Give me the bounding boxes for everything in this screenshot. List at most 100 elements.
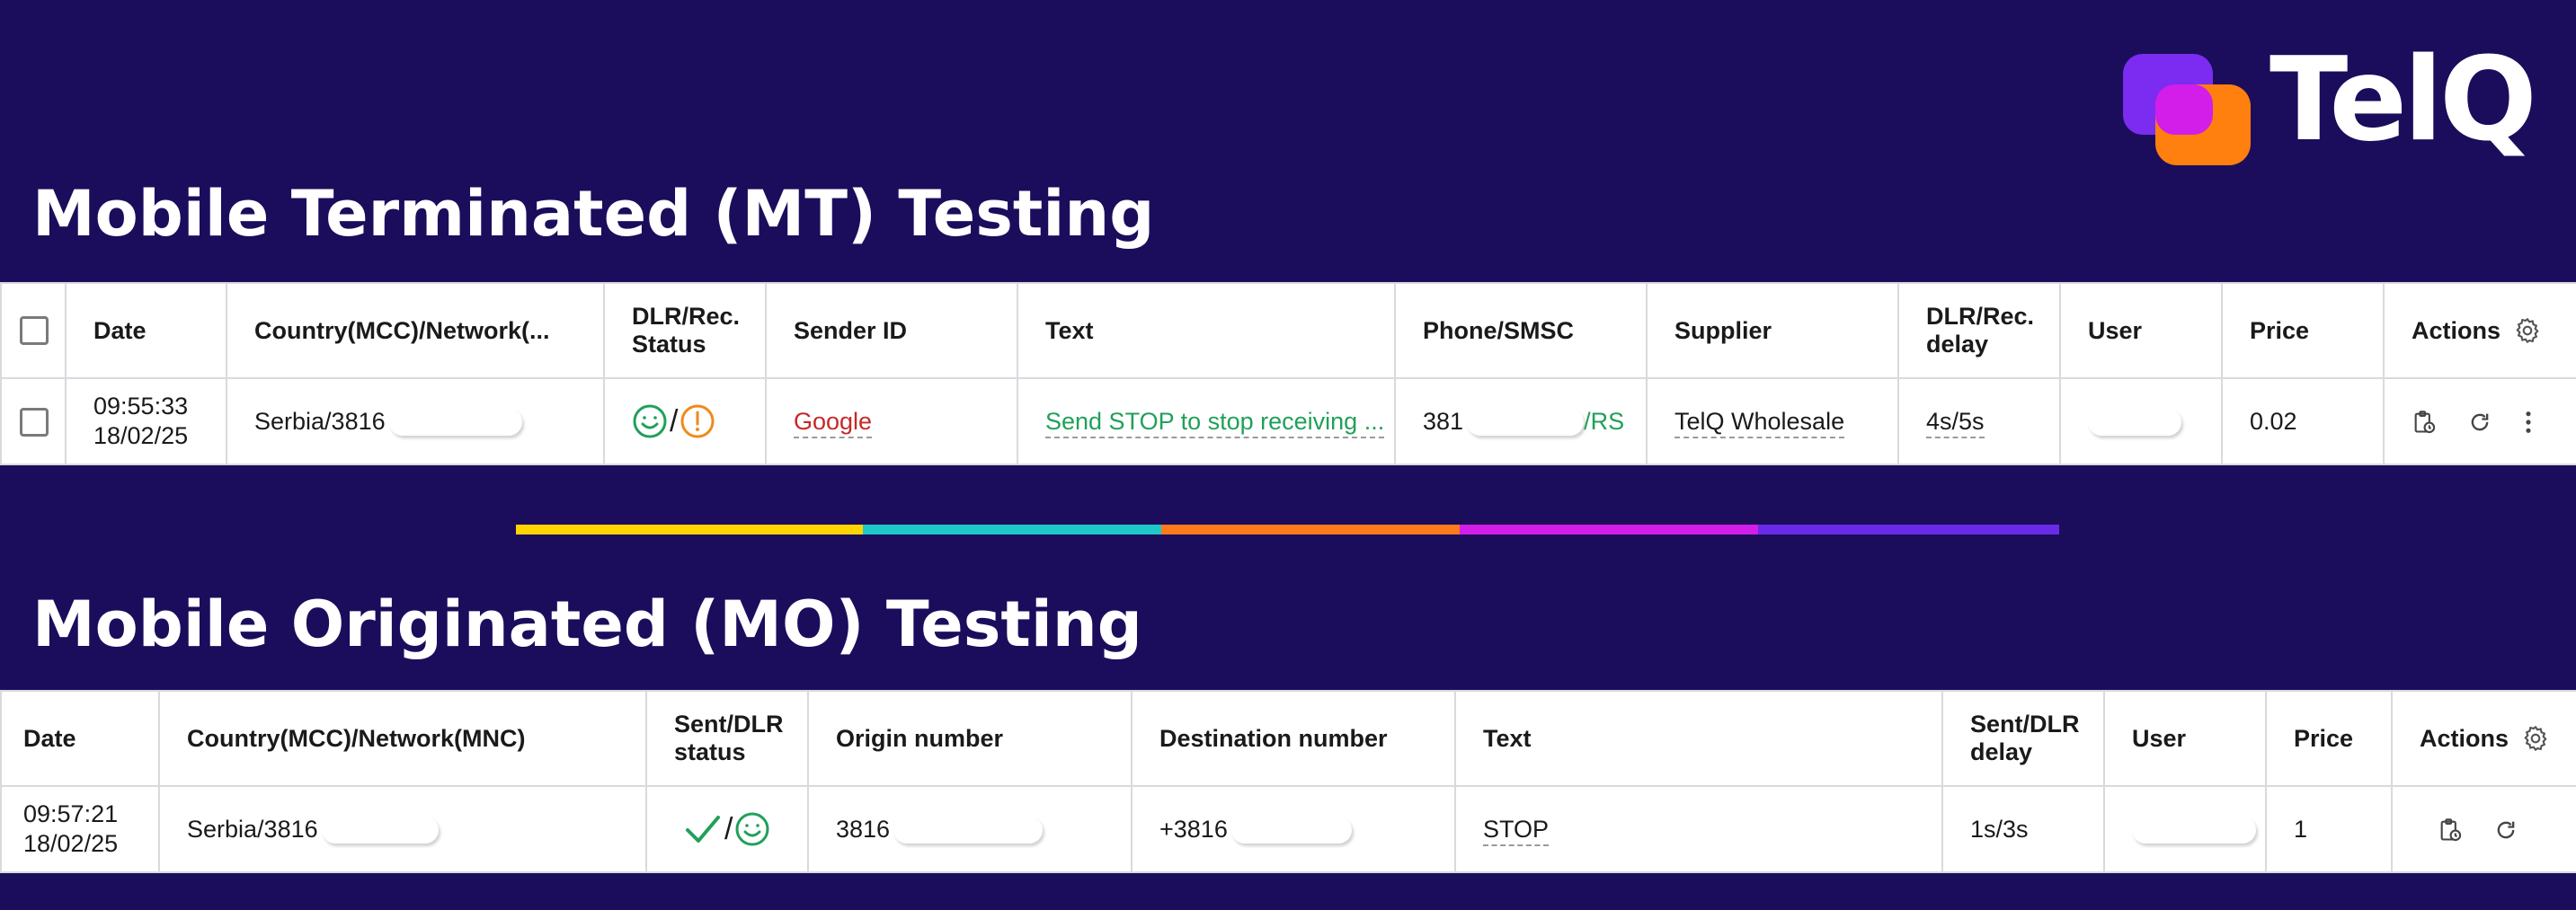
redacted-mask <box>321 817 439 844</box>
cell-origin-number: 3816 <box>808 786 1133 873</box>
supplier-value[interactable]: TelQ Wholesale <box>1674 407 1845 438</box>
message-text-value[interactable]: Send STOP to stop receiving ... <box>1045 407 1385 438</box>
mo-section-title: Mobile Originated (MO) Testing <box>32 588 1142 661</box>
col-user[interactable]: User <box>2104 690 2267 787</box>
col-dlr-delay[interactable]: DLR/Rec. delay <box>1898 282 2061 379</box>
col-country[interactable]: Country(MCC)/Network(MNC) <box>159 690 647 787</box>
cell-sent-dlr-status: / <box>646 786 809 873</box>
cell-date-value: 18/02/25 <box>93 422 189 449</box>
col-actions-label: Actions <box>2412 316 2501 344</box>
phone-prefix: 381 <box>1423 407 1464 435</box>
cell-sender-id: Google <box>766 378 1018 465</box>
col-sent-dlr-status[interactable]: Sent/DLR status <box>646 690 809 787</box>
table-row[interactable]: 09:55:33 18/02/25 Serbia/3816 / Google S… <box>0 378 2576 465</box>
cell-date: 09:57:21 18/02/25 <box>0 786 160 873</box>
cell-dlr-status: / <box>604 378 767 465</box>
cell-country: Serbia/3816 <box>159 786 647 873</box>
col-date[interactable]: Date <box>0 690 160 787</box>
col-sent-dlr-status-line2: status <box>674 738 746 765</box>
stripe-segment-teal <box>863 525 1161 535</box>
cell-actions <box>2392 786 2576 873</box>
col-user[interactable]: User <box>2060 282 2223 379</box>
status-separator: / <box>724 811 733 846</box>
refresh-icon[interactable] <box>2493 817 2518 843</box>
redacted-mask <box>2088 409 2181 437</box>
table-header-row: Date Country(MCC)/Network(MNC) Sent/DLR … <box>0 690 2576 787</box>
col-dlr-delay-line2: delay <box>1926 331 1989 358</box>
cell-date: 09:55:33 18/02/25 <box>66 378 227 465</box>
gear-icon[interactable] <box>2513 316 2542 345</box>
col-destination-number[interactable]: Destination number <box>1132 690 1456 787</box>
col-supplier[interactable]: Supplier <box>1647 282 1899 379</box>
smile-icon <box>633 404 667 438</box>
select-all-checkbox[interactable] <box>20 316 49 346</box>
col-text[interactable]: Text <box>1017 282 1396 379</box>
row-select-cell <box>0 378 67 465</box>
col-phone-smsc[interactable]: Phone/SMSC <box>1395 282 1648 379</box>
col-sent-dlr-delay-line2: delay <box>1970 738 2033 765</box>
col-price[interactable]: Price <box>2222 282 2385 379</box>
mt-results-table: Date Country(MCC)/Network(... DLR/Rec. S… <box>0 282 2576 465</box>
col-origin-number[interactable]: Origin number <box>808 690 1133 787</box>
redacted-mask <box>1467 409 1585 437</box>
col-text[interactable]: Text <box>1455 690 1943 787</box>
clipboard-clock-icon[interactable] <box>2438 817 2463 843</box>
col-actions-label: Actions <box>2420 724 2509 752</box>
smile-icon <box>735 812 769 846</box>
cell-destination-number: +3816 <box>1132 786 1456 873</box>
gear-icon[interactable] <box>2521 724 2550 753</box>
mt-section-title: Mobile Terminated (MT) Testing <box>32 177 1155 251</box>
cell-text: Send STOP to stop receiving ... <box>1017 378 1396 465</box>
table-header-row: Date Country(MCC)/Network(... DLR/Rec. S… <box>0 282 2576 379</box>
smsc-suffix[interactable]: /RS <box>1584 407 1625 435</box>
table-row[interactable]: 09:57:21 18/02/25 Serbia/3816 / 3816 +38… <box>0 786 2576 873</box>
cell-time-value: 09:55:33 <box>93 393 189 420</box>
stripe-segment-violet <box>1758 525 2059 535</box>
stripe-segment-orange <box>1161 525 1460 535</box>
message-text-value[interactable]: STOP <box>1483 815 1550 846</box>
select-all-cell <box>0 282 67 379</box>
cell-country: Serbia/3816 <box>227 378 605 465</box>
destination-number-prefix: +3816 <box>1159 815 1228 843</box>
row-checkbox[interactable] <box>20 407 49 437</box>
redacted-mask <box>388 409 522 437</box>
col-date[interactable]: Date <box>66 282 227 379</box>
col-dlr-delay-line1: DLR/Rec. <box>1926 303 2035 330</box>
cell-price: 1 <box>2266 786 2393 873</box>
origin-number-prefix: 3816 <box>836 815 891 843</box>
col-country[interactable]: Country(MCC)/Network(... <box>227 282 605 379</box>
dlr-delay-value[interactable]: 4s/5s <box>1926 407 1985 438</box>
refresh-icon[interactable] <box>2467 410 2492 435</box>
redacted-mask <box>2132 817 2256 844</box>
cell-phone-smsc: 381/RS <box>1395 378 1648 465</box>
col-price[interactable]: Price <box>2266 690 2393 787</box>
sender-id-value[interactable]: Google <box>794 407 873 438</box>
cell-text: STOP <box>1455 786 1943 873</box>
telq-logo-text: TelQ <box>2270 33 2537 167</box>
cell-actions <box>2384 378 2576 465</box>
cell-sent-dlr-delay: 1s/3s <box>1942 786 2105 873</box>
country-value: Serbia/3816 <box>254 407 386 435</box>
cell-user <box>2104 786 2267 873</box>
col-actions: Actions <box>2384 282 2576 379</box>
clipboard-clock-icon[interactable] <box>2412 410 2437 435</box>
redacted-mask <box>1230 817 1352 844</box>
col-dlr-status[interactable]: DLR/Rec. Status <box>604 282 767 379</box>
col-sent-dlr-delay[interactable]: Sent/DLR delay <box>1942 690 2105 787</box>
telq-logo: TelQ <box>2123 43 2537 167</box>
cell-dlr-delay: 4s/5s <box>1898 378 2061 465</box>
status-separator: / <box>670 403 679 438</box>
telq-logo-mark-icon <box>2123 54 2251 165</box>
check-icon <box>686 816 720 843</box>
more-vertical-icon[interactable] <box>2523 410 2534 435</box>
cell-time-value: 09:57:21 <box>23 800 119 827</box>
col-sender-id[interactable]: Sender ID <box>766 282 1018 379</box>
col-sent-dlr-delay-line1: Sent/DLR <box>1970 711 2080 738</box>
cell-price: 0.02 <box>2222 378 2385 465</box>
col-sent-dlr-status-line1: Sent/DLR <box>674 711 784 738</box>
redacted-mask <box>893 817 1044 844</box>
cell-user <box>2060 378 2223 465</box>
col-dlr-status-line2: Status <box>632 331 706 358</box>
col-dlr-status-line1: DLR/Rec. <box>632 303 741 330</box>
alert-icon <box>680 404 715 438</box>
